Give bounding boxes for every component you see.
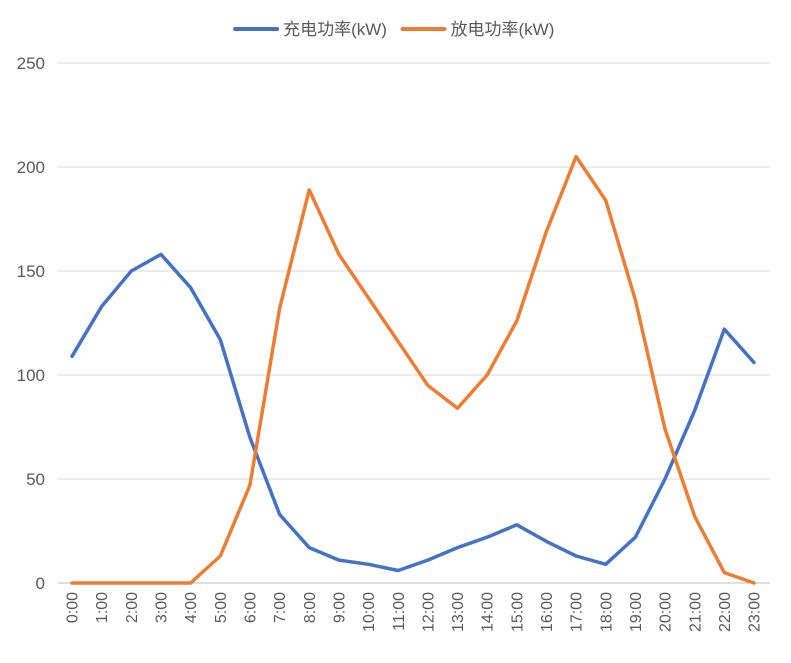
x-tick-label: 5:00: [213, 592, 230, 623]
x-axis: 0:00 1:00 2:00 3:00 4:00 5:00 6:00 7:00 8:00 9:00…: [65, 592, 764, 632]
x-tick-label: 1:00: [94, 592, 111, 623]
data-point: [189, 582, 192, 585]
y-tick-label: 0: [36, 574, 45, 593]
data-point: [545, 540, 548, 543]
gridlines: [58, 62, 770, 584]
data-point: [219, 338, 222, 341]
data-point: [634, 536, 637, 539]
data-point: [337, 559, 340, 562]
data-point: [397, 569, 400, 572]
legend-label-0: 充电功率(kW): [283, 20, 387, 39]
x-tick-label: 10:00: [361, 592, 378, 632]
data-point: [219, 554, 222, 557]
data-point: [664, 428, 667, 431]
data-point: [100, 305, 103, 308]
data-point: [575, 155, 578, 158]
data-point: [367, 297, 370, 300]
x-tick-label: 7:00: [272, 592, 289, 623]
data-point: [515, 319, 518, 322]
data-point: [71, 582, 74, 585]
data-point: [426, 559, 429, 562]
data-point: [693, 515, 696, 518]
data-point: [723, 571, 726, 574]
x-tick-label: 22:00: [717, 592, 734, 632]
x-tick-label: 17:00: [569, 592, 586, 632]
x-tick-label: 9:00: [331, 592, 348, 623]
data-point: [545, 230, 548, 233]
data-point: [604, 199, 607, 202]
x-tick-label: 19:00: [628, 592, 645, 632]
data-point: [337, 253, 340, 256]
data-point: [753, 361, 756, 364]
legend-label-1: 放电功率(kW): [451, 20, 555, 39]
data-point: [367, 563, 370, 566]
x-tick-label: 0:00: [65, 592, 82, 623]
y-tick-label: 200: [17, 158, 45, 177]
data-point: [130, 270, 133, 273]
data-point: [308, 546, 311, 549]
data-point: [189, 286, 192, 289]
series-line-0: [70, 252, 756, 573]
legend: 充电功率(kW) 放电功率(kW): [233, 20, 555, 39]
y-tick-label: 150: [17, 262, 45, 281]
y-tick-label: 250: [17, 54, 45, 73]
data-point: [278, 513, 281, 516]
data-point: [634, 299, 637, 302]
data-point: [308, 188, 311, 191]
x-tick-label: 11:00: [391, 592, 408, 631]
data-point: [753, 582, 756, 585]
data-point: [693, 409, 696, 412]
x-tick-label: 12:00: [420, 592, 437, 632]
y-tick-label: 100: [17, 366, 45, 385]
data-point: [130, 582, 133, 585]
x-tick-label: 16:00: [539, 592, 556, 632]
y-tick-label: 50: [26, 470, 45, 489]
plot-area: [70, 154, 756, 585]
x-tick-label: 21:00: [687, 592, 704, 632]
x-tick-label: 4:00: [183, 592, 200, 623]
series-line-1: [70, 154, 756, 585]
data-point: [397, 340, 400, 343]
data-point: [486, 374, 489, 377]
data-point: [486, 536, 489, 539]
x-tick-label: 6:00: [243, 592, 260, 623]
data-point: [575, 554, 578, 557]
x-tick-label: 3:00: [154, 592, 171, 623]
x-tick-label: 18:00: [598, 592, 615, 632]
data-point: [723, 328, 726, 331]
data-point: [248, 484, 251, 487]
data-point: [278, 307, 281, 310]
data-point: [159, 253, 162, 256]
data-point: [159, 582, 162, 585]
x-tick-label: 23:00: [747, 592, 764, 632]
data-point: [71, 355, 74, 358]
data-point: [426, 384, 429, 387]
x-tick-label: 14:00: [480, 592, 497, 632]
data-point: [456, 407, 459, 410]
x-tick-label: 8:00: [302, 592, 319, 623]
x-tick-label: 2:00: [124, 592, 141, 623]
data-point: [664, 478, 667, 481]
data-point: [515, 523, 518, 526]
x-tick-label: 15:00: [509, 592, 526, 632]
data-point: [456, 546, 459, 549]
data-point: [100, 582, 103, 585]
y-axis: 0 50 100 150 200 250: [17, 54, 45, 593]
data-point: [604, 563, 607, 566]
x-tick-label: 20:00: [658, 592, 675, 632]
data-point: [248, 436, 251, 439]
x-tick-label: 13:00: [450, 592, 467, 632]
